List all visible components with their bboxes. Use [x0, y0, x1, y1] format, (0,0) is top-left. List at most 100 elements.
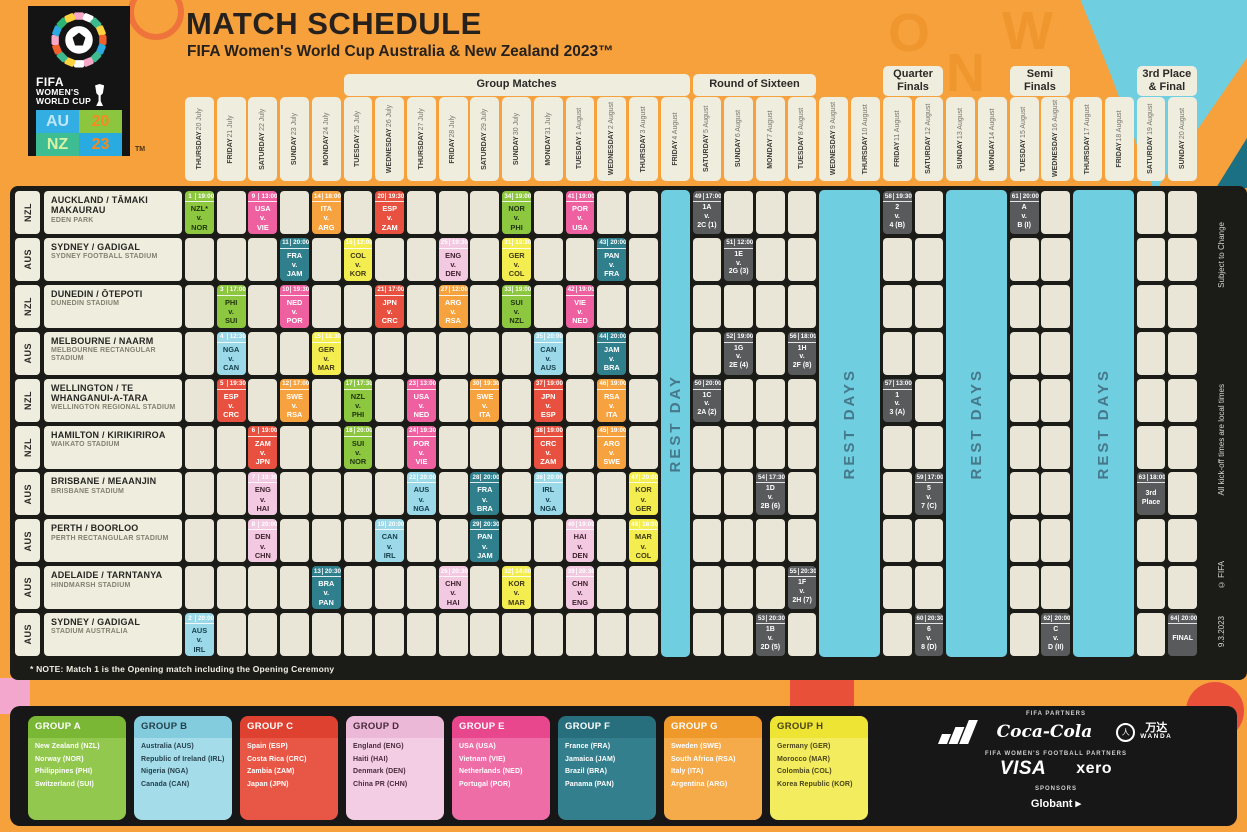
- empty-cell: [470, 566, 500, 610]
- date-header: SATURDAY 12 August: [914, 97, 944, 181]
- xero-logo: xero: [1076, 760, 1113, 777]
- empty-cell: [375, 613, 405, 657]
- empty-cell: [502, 519, 531, 563]
- rest-days-band: REST DAYS: [819, 190, 880, 657]
- empty-cell: [438, 613, 468, 657]
- match-cell: 16 12:00 COL v. KOR: [343, 237, 373, 281]
- empty-cell: [1041, 425, 1071, 469]
- empty-cell: [280, 519, 309, 563]
- match-cell: 14 18:00 ITA v. ARG: [311, 191, 341, 234]
- group-card-e: GROUP E USA (USA) Vietnam (VIE) Netherlands…: [452, 716, 550, 820]
- empty-cell: [565, 331, 595, 375]
- empty-cell: [1009, 237, 1039, 281]
- empty-cell: [565, 613, 595, 657]
- rest-days-band: REST DAYS: [946, 190, 1007, 657]
- match-cell: 40 19:00 HAI v. DEN: [565, 519, 595, 563]
- empty-cell: [1009, 284, 1039, 328]
- empty-cell: [1136, 613, 1166, 657]
- empty-cell: [1168, 237, 1198, 281]
- stage-header-quarter-finals: Quarter Finals: [882, 66, 944, 96]
- empty-cell: [787, 472, 817, 516]
- empty-cell: [914, 566, 944, 610]
- empty-cell: [882, 284, 912, 328]
- empty-cell: [882, 519, 912, 563]
- cocacola-logo: Coca-Cola: [996, 722, 1093, 742]
- group-card-g: GROUP G Sweden (SWE) South Africa (RSA) Ita…: [664, 716, 762, 820]
- empty-cell: [438, 425, 468, 469]
- empty-cell: [914, 237, 944, 281]
- match-cell: 18 20:00 SUI v. NOR: [343, 425, 373, 469]
- empty-cell: [1009, 566, 1039, 610]
- empty-cell: [882, 331, 912, 375]
- empty-cell: [1009, 613, 1039, 657]
- date-header: WEDNESDAY 26 July: [375, 97, 405, 181]
- empty-cell: [311, 284, 341, 328]
- empty-cell: [533, 613, 563, 657]
- aunz-2023-mark: AU 20 NZ 23: [36, 110, 122, 156]
- empty-cell: [692, 331, 722, 375]
- fifa-copyright: © FIFA: [1216, 560, 1226, 590]
- empty-cell: [502, 425, 531, 469]
- adidas-logo: [937, 720, 978, 744]
- match-cell: 12 17:00 SWE v. RSA: [280, 378, 309, 422]
- schedule-board: [10, 186, 1247, 680]
- venue-label: MELBOURNE / NAARM MELBOURNE RECTANGULAR S…: [44, 331, 182, 375]
- date-header: SUNDAY 20 August: [1168, 97, 1198, 181]
- empty-cell: [280, 425, 309, 469]
- background-letter-decoration: O: [888, 3, 931, 63]
- rest-days-band: REST DAYS: [1073, 190, 1134, 657]
- empty-cell: [185, 331, 214, 375]
- match-cell: 59 17:00 5 v. 7 (C): [914, 472, 944, 516]
- match-cell: 54 17:30 1D v. 2B (6): [755, 472, 785, 516]
- match-cell: 4 12:30 NGA v. CAN: [216, 331, 246, 375]
- match-cell: 48 18:00 MAR v. COL: [629, 519, 658, 563]
- empty-cell: [343, 472, 373, 516]
- empty-cell: [1136, 191, 1166, 234]
- empty-cell: [1136, 331, 1166, 375]
- venue-label: PERTH / BOORLOO PERTH RECTANGULAR STADIUM: [44, 519, 182, 563]
- match-cell: 9 13:00 USA v. VIE: [248, 191, 278, 234]
- date-header: TUESDAY 25 July: [343, 97, 373, 181]
- empty-cell: [438, 378, 468, 422]
- venue-country-tag: NZL: [15, 284, 40, 328]
- match-cell: 6 19:00 ZAM v. JPN: [248, 425, 278, 469]
- group-card-b: GROUP B Australia (AUS) Republic of Irelan…: [134, 716, 232, 820]
- background-letter-decoration: W: [1002, 1, 1053, 61]
- empty-cell: [629, 613, 658, 657]
- empty-cell: [216, 613, 246, 657]
- group-card-a: GROUP A New Zealand (NZL) Norway (NOR) Phil…: [28, 716, 126, 820]
- venue-country-tag: AUS: [15, 237, 40, 281]
- empty-cell: [724, 472, 754, 516]
- stage-header-3rd-place-final: 3rd Place & Final: [1136, 66, 1198, 96]
- empty-cell: [629, 331, 658, 375]
- match-cell: 35 20:00 CAN v. AUS: [533, 331, 563, 375]
- empty-cell: [1168, 378, 1198, 422]
- empty-cell: [755, 331, 785, 375]
- date-header: WEDNESDAY 9 August: [819, 97, 849, 181]
- match-cell: 60 20:30 6 v. 8 (D): [914, 613, 944, 657]
- empty-cell: [1009, 472, 1039, 516]
- empty-cell: [280, 191, 309, 234]
- match-cell: 43 20:00 PAN v. FRA: [597, 237, 627, 281]
- empty-cell: [755, 284, 785, 328]
- empty-cell: [248, 237, 278, 281]
- empty-cell: [724, 519, 754, 563]
- empty-cell: [185, 378, 214, 422]
- empty-cell: [1041, 519, 1071, 563]
- match-cell: 3 17:00 PHI v. SUI: [216, 284, 246, 328]
- group-card-d: GROUP D England (ENG) Haiti (HAI) Denmark (…: [346, 716, 444, 820]
- empty-cell: [185, 566, 214, 610]
- match-cell: 20 19:30 ESP v. ZAM: [375, 191, 405, 234]
- date-header: SATURDAY 19 August: [1136, 97, 1166, 181]
- match-cell: 42 19:00 VIE v. NED: [565, 284, 595, 328]
- dark-teal-decoration: [1216, 138, 1247, 188]
- empty-cell: [1041, 331, 1071, 375]
- date-header: MONDAY 24 July: [311, 97, 341, 181]
- match-cell: 13 20:30 BRA v. PAN: [311, 566, 341, 610]
- empty-cell: [216, 425, 246, 469]
- empty-cell: [502, 331, 531, 375]
- match-cell: 38 19:00 CRC v. ZAM: [533, 425, 563, 469]
- empty-cell: [311, 378, 341, 422]
